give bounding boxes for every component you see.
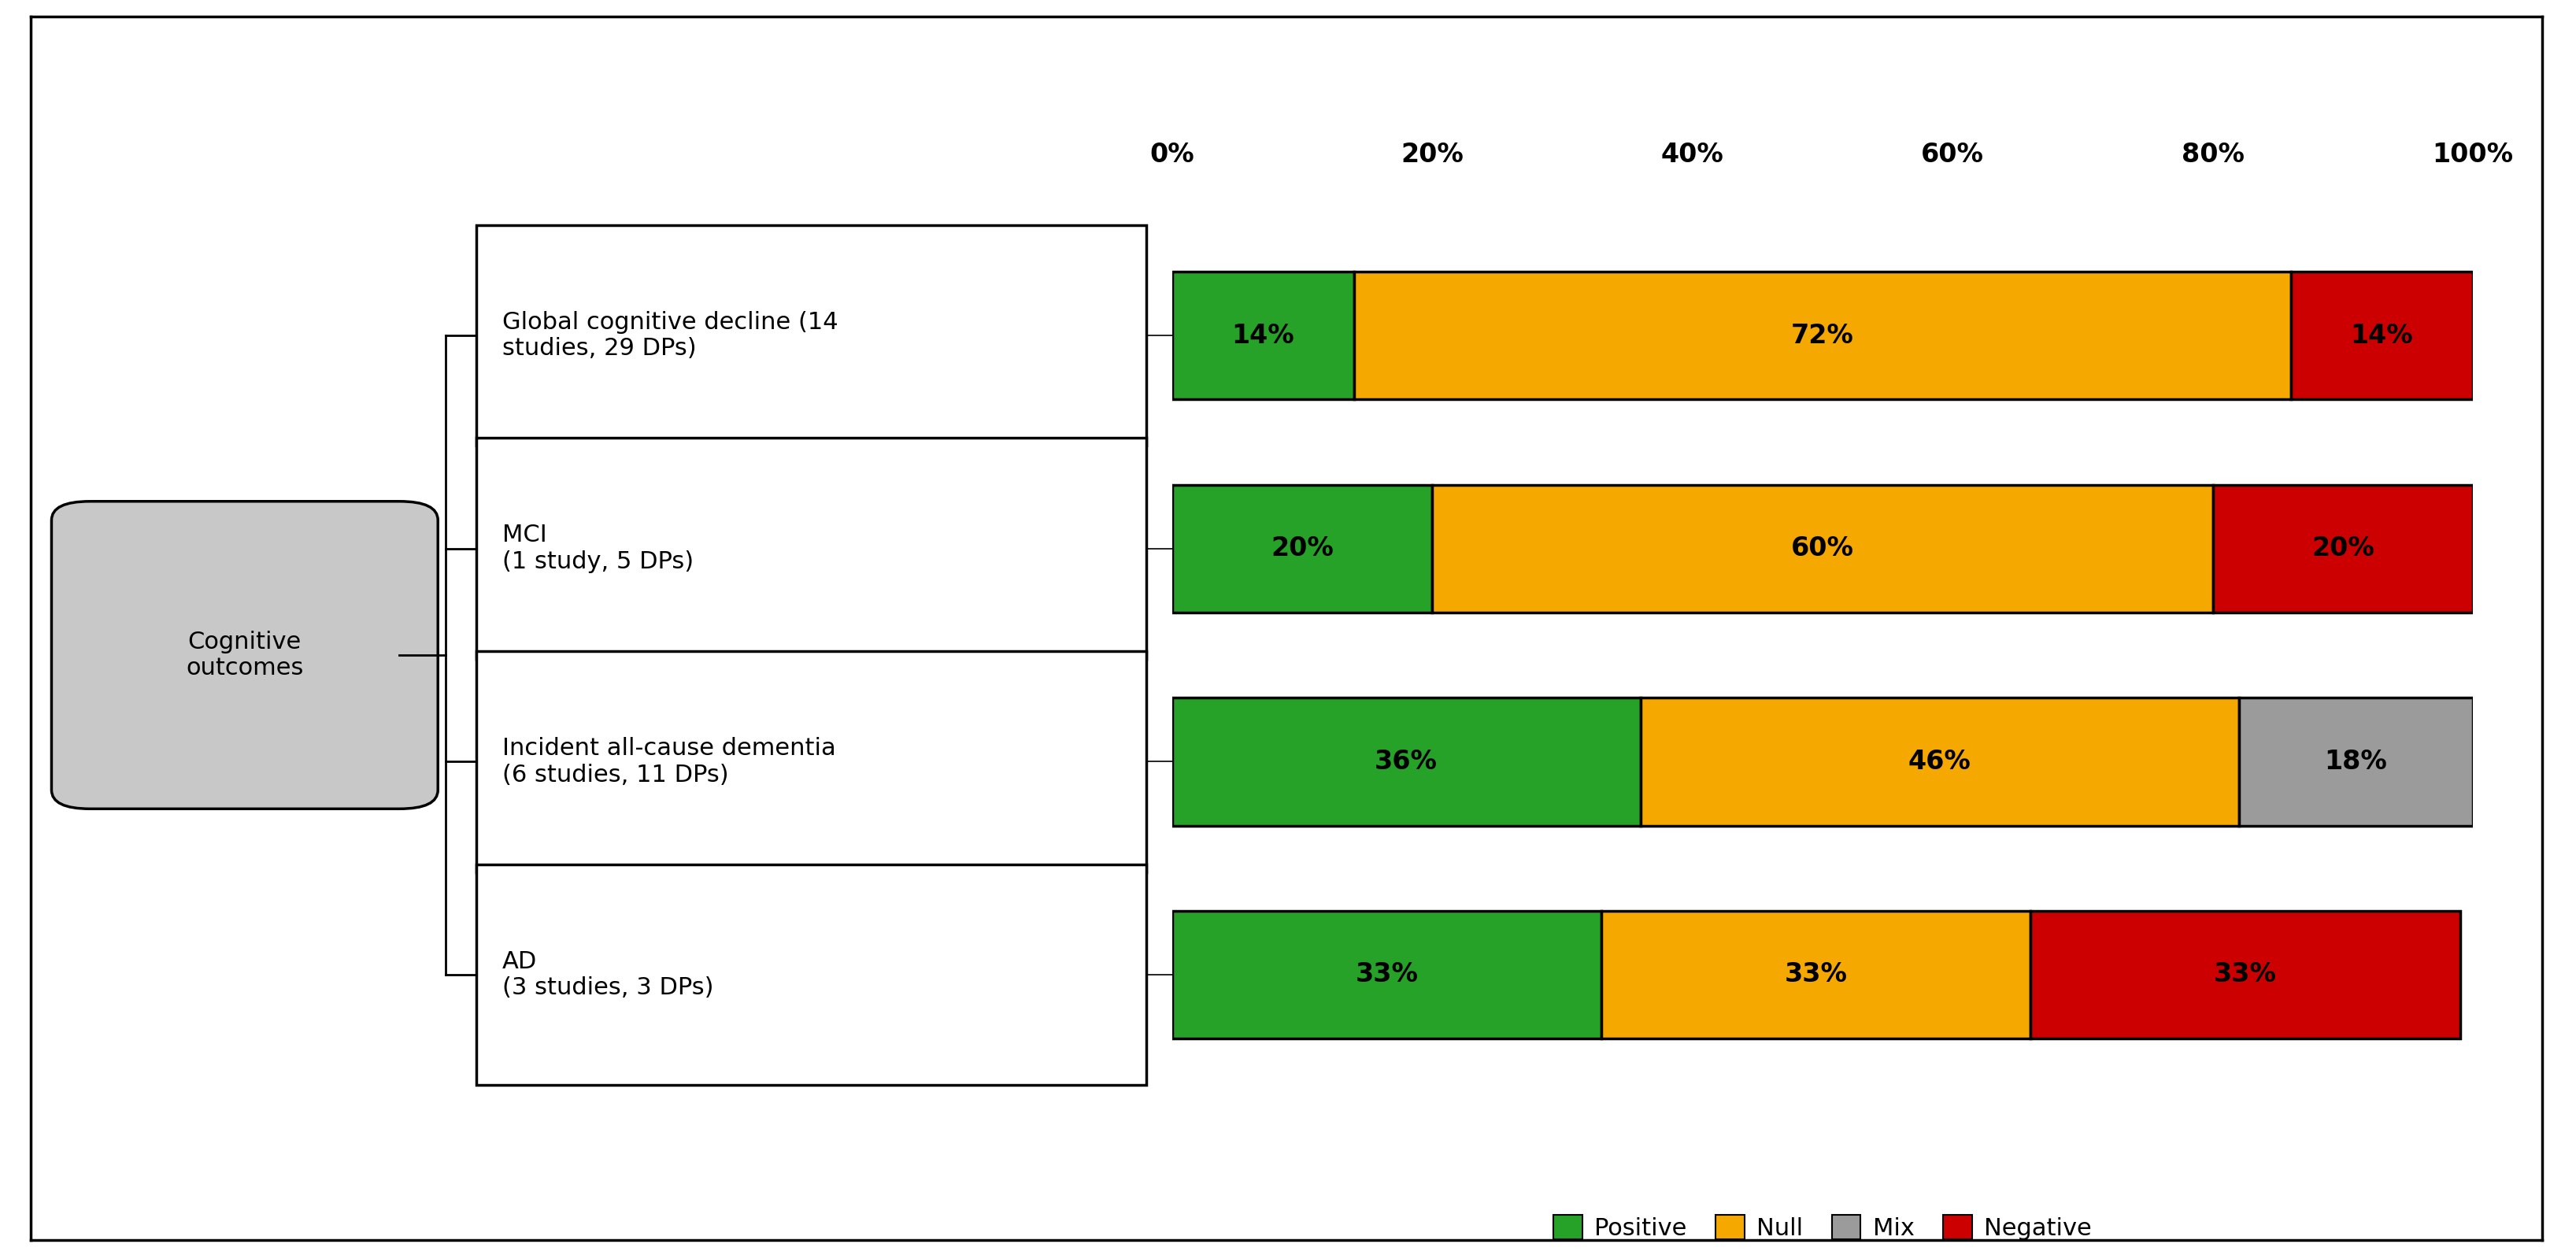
Bar — [2290, 271, 2473, 399]
Text: 60%: 60% — [1790, 536, 1855, 561]
Text: Incident all-cause dementia
(6 studies, 11 DPs): Incident all-cause dementia (6 studies, … — [502, 737, 837, 786]
Text: 18%: 18% — [2324, 749, 2388, 774]
Bar — [1432, 484, 2213, 612]
Text: 46%: 46% — [1909, 749, 1971, 774]
Bar — [1641, 698, 2239, 826]
Text: Global cognitive decline (14
studies, 29 DPs): Global cognitive decline (14 studies, 29… — [502, 311, 837, 360]
Bar — [1602, 911, 2030, 1039]
Text: 20%: 20% — [1270, 536, 1334, 561]
Text: 72%: 72% — [1790, 323, 1855, 349]
Text: 33%: 33% — [1355, 961, 1419, 988]
Legend: Positive, Null, Mix, Negative: Positive, Null, Mix, Negative — [1553, 1215, 2092, 1240]
Text: 36%: 36% — [1376, 749, 1437, 774]
Text: 33%: 33% — [2213, 961, 2277, 988]
Bar — [1355, 271, 2290, 399]
Text: 14%: 14% — [1231, 323, 1296, 349]
Text: Cognitive
outcomes: Cognitive outcomes — [185, 630, 304, 680]
Bar — [1172, 271, 1355, 399]
Text: 20%: 20% — [2311, 536, 2375, 561]
Bar — [1172, 911, 1602, 1039]
Bar — [2239, 698, 2473, 826]
Bar — [1172, 698, 1641, 826]
Text: AD
(3 studies, 3 DPs): AD (3 studies, 3 DPs) — [502, 950, 714, 999]
Text: 14%: 14% — [2349, 323, 2414, 349]
Bar — [1172, 484, 1432, 612]
Text: MCI
(1 study, 5 DPs): MCI (1 study, 5 DPs) — [502, 523, 693, 574]
Bar — [2213, 484, 2473, 612]
Bar — [2030, 911, 2460, 1039]
Text: 33%: 33% — [1785, 961, 1847, 988]
